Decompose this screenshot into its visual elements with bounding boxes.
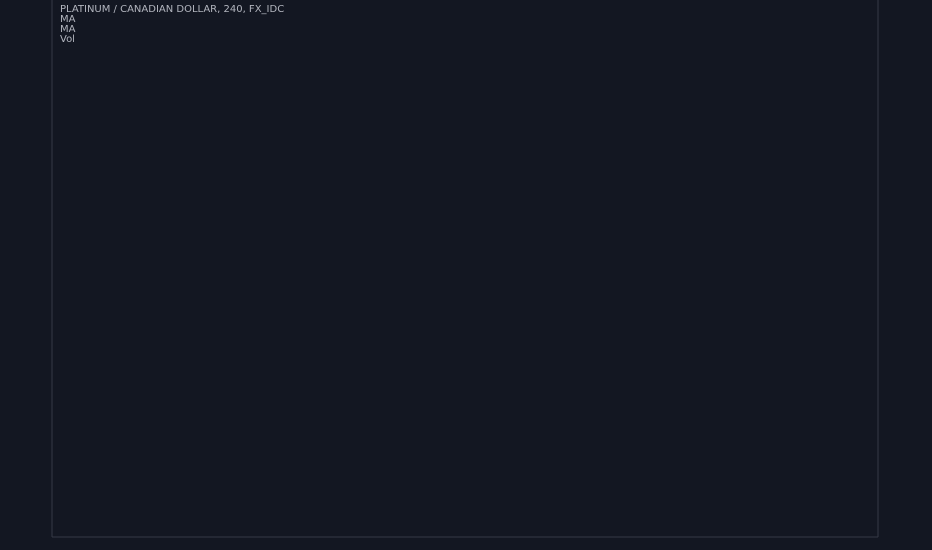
chart-title: PLATINUM / CANADIAN DOLLAR, 240, FX_IDC (60, 4, 284, 15)
indicator-label: MA (60, 24, 76, 35)
indicator-label: Vol (60, 34, 75, 45)
indicator-label: MA (60, 14, 76, 25)
